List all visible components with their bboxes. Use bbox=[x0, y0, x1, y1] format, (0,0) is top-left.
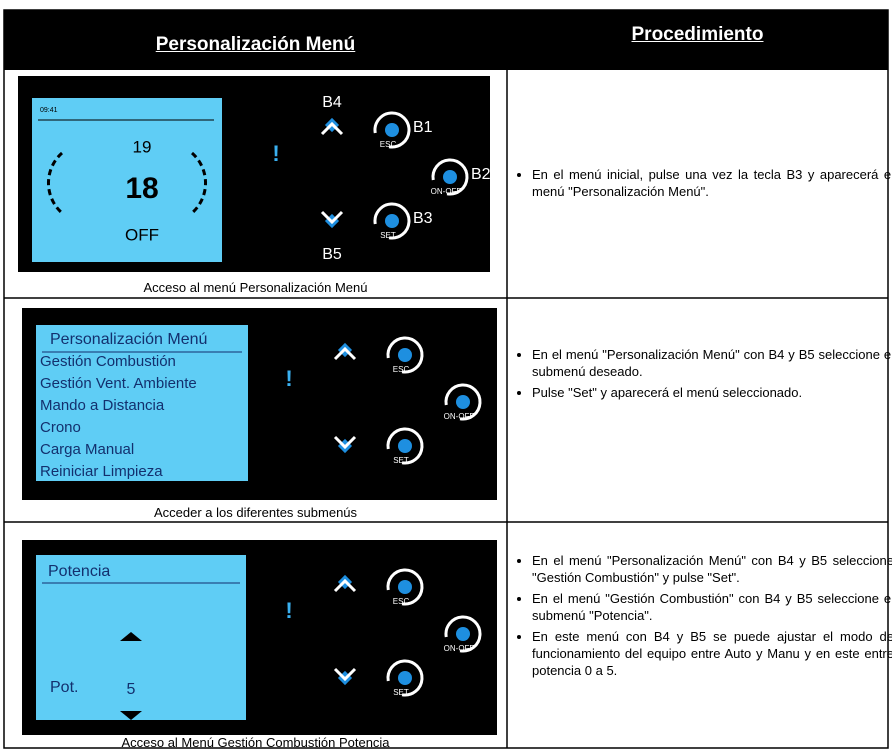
caption: Acceso al menú Personalización Menú bbox=[143, 280, 368, 295]
knob-ring bbox=[386, 568, 424, 606]
step: En el menú "Gestión Combustión" con B4 y… bbox=[532, 590, 892, 624]
arrow-chevron bbox=[320, 121, 344, 136]
alert-icon: ! bbox=[272, 141, 279, 166]
step: En este menú con B4 y B5 se puede ajusta… bbox=[532, 628, 892, 679]
lcd-time: 09:41 bbox=[40, 107, 58, 114]
alert-icon: ! bbox=[285, 598, 292, 623]
table-border bbox=[3, 9, 889, 749]
lcd-menu-item: Gestión Vent. Ambiente bbox=[40, 375, 197, 392]
header-bg bbox=[4, 10, 888, 70]
knob-dot bbox=[385, 123, 399, 137]
step: En el menú "Personalización Menú" con B4… bbox=[532, 346, 892, 380]
arrow-chevron bbox=[320, 210, 344, 225]
lcd bbox=[36, 325, 248, 481]
arrow-chevron bbox=[333, 667, 357, 682]
knob-ring bbox=[386, 659, 424, 697]
key-label: ON-OFF bbox=[431, 187, 462, 196]
caption: Acceso al Menú Gestión Combustión Potenc… bbox=[121, 735, 390, 750]
caption: Acceder a los diferentes submenús bbox=[153, 505, 358, 520]
steps: En el menú "Personalización Menú" con B4… bbox=[512, 346, 892, 405]
lcd-set-temp: 19 bbox=[133, 137, 152, 156]
key-label: ON-OFF bbox=[444, 644, 475, 653]
alert-icon: ! bbox=[285, 366, 292, 391]
step: En el menú inicial, pulse una vez la tec… bbox=[532, 166, 892, 200]
key-label: ESC bbox=[393, 597, 410, 606]
key-label: ESC bbox=[393, 365, 410, 374]
header-left: Personalización Menú bbox=[155, 34, 356, 55]
lcd-value: 5 bbox=[127, 681, 136, 698]
arrow-chevron bbox=[333, 346, 357, 361]
step: Pulse "Set" y aparecerá el menú seleccio… bbox=[532, 384, 892, 401]
key-id: B1 bbox=[413, 119, 433, 136]
header-right: Procedimiento bbox=[631, 24, 764, 45]
knob-dot bbox=[456, 627, 470, 641]
knob-ring bbox=[444, 383, 482, 421]
lcd-menu-item: Reiniciar Limpieza bbox=[40, 463, 163, 480]
steps: En el menú inicial, pulse una vez la tec… bbox=[512, 166, 892, 204]
key-label: SET bbox=[393, 688, 409, 697]
lcd-status: OFF bbox=[125, 225, 159, 244]
knob-ring bbox=[386, 336, 424, 374]
steps: En el menú "Personalización Menú" con B4… bbox=[512, 552, 892, 683]
lcd-title: Personalización Menú bbox=[50, 331, 207, 348]
lcd-up bbox=[120, 632, 142, 641]
knob-ring bbox=[373, 202, 411, 240]
key-label: SET bbox=[380, 231, 396, 240]
lcd-menu-item: Crono bbox=[40, 419, 81, 436]
lcd-gauge bbox=[47, 151, 64, 215]
key-label: ON-OFF bbox=[444, 412, 475, 421]
knob-dot bbox=[443, 170, 457, 184]
arrow-chevron bbox=[333, 578, 357, 593]
knob-dot bbox=[398, 580, 412, 594]
key-id: B2 bbox=[471, 166, 491, 183]
knob-dot bbox=[398, 348, 412, 362]
lcd-menu-item: Mando a Distancia bbox=[40, 397, 165, 414]
panel: ! ESC ON-OFF SET Potencia Pot. 5 bbox=[22, 540, 497, 735]
key-label: ESC bbox=[380, 140, 397, 149]
key-id: B5 bbox=[322, 246, 342, 263]
knob-ring bbox=[373, 111, 411, 149]
lcd-gauge bbox=[190, 151, 207, 215]
knob-ring bbox=[444, 615, 482, 653]
lcd-down bbox=[120, 711, 142, 720]
key-id: B4 bbox=[322, 94, 342, 111]
panel: ! ESC ON-OFF SET Personalización Menú Gestión… bbox=[22, 308, 497, 500]
panel: ! B4 B5 ESC B1 ON-OFF B2 SET B3 09:41 19 18 OFF bbox=[18, 76, 491, 272]
lcd-label: Pot. bbox=[50, 679, 78, 696]
knob-dot bbox=[385, 214, 399, 228]
lcd-menu-item: Gestión Combustión bbox=[40, 353, 176, 370]
key-label: SET bbox=[393, 456, 409, 465]
knob-ring bbox=[386, 427, 424, 465]
knob-dot bbox=[398, 671, 412, 685]
step: En el menú "Personalización Menú" con B4… bbox=[532, 552, 892, 586]
knob-dot bbox=[456, 395, 470, 409]
arrow-chevron bbox=[333, 435, 357, 450]
knob-dot bbox=[398, 439, 412, 453]
lcd-temp: 18 bbox=[125, 172, 158, 205]
lcd-title: Potencia bbox=[48, 563, 110, 580]
lcd-menu-item: Carga Manual bbox=[40, 441, 134, 458]
knob-ring bbox=[431, 158, 469, 196]
key-id: B3 bbox=[413, 210, 433, 227]
lcd bbox=[32, 98, 222, 262]
